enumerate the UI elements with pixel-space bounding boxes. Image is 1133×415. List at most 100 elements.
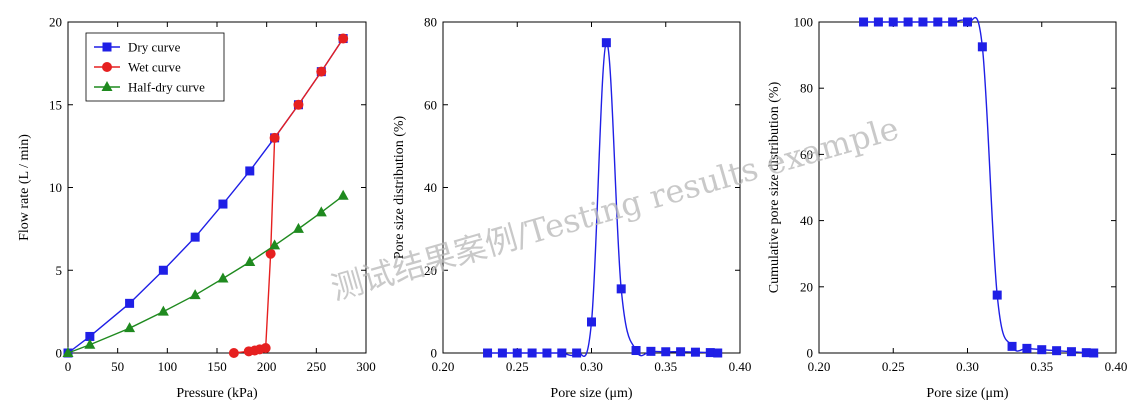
x-tick-label: 0.25 — [882, 359, 905, 374]
data-point — [265, 248, 276, 259]
legend-label: Wet curve — [128, 60, 181, 75]
data-point — [705, 348, 715, 358]
data-point — [217, 272, 229, 283]
data-point — [527, 348, 537, 358]
data-point — [124, 322, 136, 333]
y-tick-label: 40 — [424, 180, 437, 195]
data-point — [1089, 348, 1099, 358]
y-tick-label: 20 — [800, 279, 813, 294]
y-tick-label: 60 — [800, 147, 813, 162]
y-tick-label: 15 — [49, 97, 62, 112]
x-tick-label: 0.40 — [1105, 359, 1128, 374]
pore-size-distribution-chart: 0.20 0.25 0.30 0.35 0.40 0 20 40 60 80 Pore size (… — [392, 15, 751, 402]
data-point — [631, 346, 641, 356]
data-point — [1007, 341, 1017, 351]
data-point — [84, 338, 96, 349]
data-point — [245, 166, 255, 176]
data-point — [713, 348, 723, 358]
cumulative-distribution-chart: 0.20 0.25 0.30 0.35 0.40 0 20 40 60 80 100 Pore siz… — [767, 15, 1127, 402]
x-tick-label: 200 — [257, 359, 277, 374]
data-point — [601, 38, 611, 48]
legend-marker — [102, 62, 112, 72]
data-point — [293, 99, 304, 110]
legend-marker — [102, 42, 112, 52]
y-tick-label: 80 — [800, 81, 813, 96]
data-point — [315, 206, 327, 217]
series-line — [233, 38, 344, 354]
x-tick-label: 0.30 — [580, 359, 603, 374]
y-tick-label: 40 — [800, 213, 813, 228]
x-tick-label: 0.35 — [1030, 359, 1053, 374]
data-point — [62, 347, 74, 357]
data-point — [85, 331, 95, 341]
data-point — [933, 17, 943, 27]
data-point — [244, 255, 256, 266]
data-point — [316, 66, 327, 77]
data-point — [189, 289, 201, 300]
x-axis-label: Pore size (μm) — [926, 386, 1008, 401]
y-tick-label: 80 — [424, 15, 437, 30]
legend-marker — [101, 81, 113, 91]
data-point — [646, 346, 656, 356]
y-axis-label: Flow rate (L / min) — [17, 134, 32, 241]
y-tick-label: 0 — [807, 346, 814, 361]
data-point — [269, 132, 280, 143]
data-point — [190, 232, 200, 242]
x-tick-label: 250 — [307, 359, 327, 374]
x-tick-label: 0.30 — [956, 359, 979, 374]
data-point — [676, 347, 686, 357]
data-point — [157, 305, 169, 316]
x-tick-label: 0.20 — [432, 359, 455, 374]
data-point — [690, 347, 700, 357]
x-tick-label: 100 — [158, 359, 178, 374]
data-point — [948, 17, 958, 27]
data-point — [557, 348, 567, 358]
data-point — [587, 317, 596, 327]
data-point — [992, 290, 1002, 300]
data-point — [1081, 348, 1091, 358]
x-tick-label: 50 — [111, 359, 124, 374]
data-point — [338, 33, 349, 44]
x-tick-label: 300 — [356, 359, 376, 374]
data-point — [158, 265, 168, 275]
y-tick-label: 5 — [56, 263, 63, 278]
x-axis-label: Pressure (kPa) — [176, 386, 258, 401]
data-point — [125, 298, 135, 308]
data-point — [512, 348, 522, 358]
data-point — [228, 348, 239, 358]
legend-label: Dry curve — [128, 40, 181, 55]
data-point — [1066, 347, 1076, 357]
x-tick-label: 0.35 — [654, 359, 677, 374]
series-line — [863, 16, 1094, 354]
data-point — [873, 17, 883, 27]
data-point — [542, 348, 552, 358]
data-point — [292, 222, 304, 233]
y-tick-label: 100 — [794, 15, 814, 30]
data-point — [963, 17, 972, 27]
y-tick-label: 10 — [49, 180, 62, 195]
y-tick-label: 0 — [431, 346, 438, 361]
data-point — [903, 17, 913, 27]
data-point — [1037, 345, 1047, 355]
data-point — [497, 348, 507, 358]
data-point — [260, 343, 271, 354]
x-tick-label: 150 — [207, 359, 227, 374]
data-point — [572, 348, 582, 358]
data-point — [977, 42, 987, 52]
y-tick-label: 20 — [49, 15, 62, 30]
y-axis-label: Pore size distribution (%) — [392, 115, 407, 259]
y-axis-label: Cumulative pore size distribution (%) — [767, 81, 782, 293]
x-tick-label: 0 — [65, 359, 72, 374]
watermark: 测试结果案例/Testing results example — [327, 109, 903, 308]
y-tick-label: 0 — [56, 346, 63, 361]
data-point — [1052, 346, 1062, 356]
data-point — [661, 347, 671, 357]
data-point — [859, 17, 869, 27]
x-tick-label: 0.20 — [808, 359, 831, 374]
data-point — [1022, 343, 1032, 353]
x-tick-label: 0.40 — [729, 359, 752, 374]
data-point — [888, 17, 898, 27]
y-tick-label: 60 — [424, 97, 437, 112]
y-tick-label: 20 — [424, 263, 437, 278]
